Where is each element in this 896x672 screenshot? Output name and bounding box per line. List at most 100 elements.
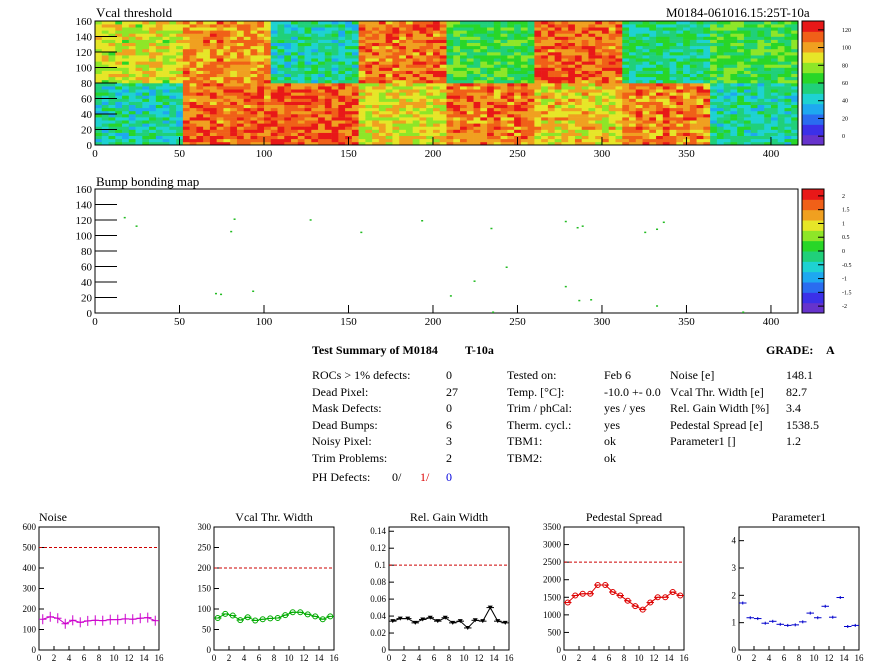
- heatmap-cell: [473, 120, 481, 124]
- summary-left-value: 3: [446, 434, 452, 448]
- heatmap-cell: [615, 36, 623, 40]
- heatmap-cell: [500, 101, 508, 105]
- heatmap-cell: [412, 55, 420, 59]
- heatmap-cell: [710, 33, 718, 37]
- heatmap-cell: [574, 114, 582, 118]
- heatmap-cell: [629, 123, 637, 127]
- heatmap-cell: [358, 95, 366, 99]
- ph-defects-value-1: 1/: [420, 470, 430, 484]
- heatmap-cell: [615, 21, 623, 25]
- heatmap-palette-band: [802, 52, 824, 63]
- small-chart-ytick-label: 2000: [543, 575, 562, 585]
- heatmap-cell: [656, 92, 664, 96]
- heatmap-cell: [608, 42, 616, 47]
- small-chart-point: [327, 613, 334, 620]
- heatmap-cell: [716, 61, 724, 65]
- heatmap-cell: [291, 73, 299, 78]
- heatmap-cell: [541, 73, 549, 78]
- heatmap-cell: [676, 76, 684, 81]
- heatmap-cell: [770, 107, 779, 112]
- heatmap-cell: [730, 104, 738, 109]
- heatmap-cell: [520, 123, 528, 127]
- heatmap-cell: [547, 76, 555, 81]
- heatmap-cell: [128, 21, 136, 25]
- summary-mid-label: Trim / phCal:: [507, 401, 572, 415]
- heatmap-cell: [432, 86, 441, 90]
- heatmap-cell: [743, 107, 751, 112]
- heatmap-cell: [318, 110, 326, 115]
- heatmap-cell: [257, 126, 265, 130]
- heatmap-cell: [770, 58, 779, 62]
- heatmap-cell: [453, 107, 461, 112]
- heatmap-cell: [716, 39, 724, 43]
- heatmap-cell: [95, 61, 103, 65]
- heatmap-cell: [541, 86, 549, 90]
- heatmap-cell: [108, 123, 116, 127]
- heatmap-cell: [203, 95, 211, 99]
- heatmap-cell: [574, 89, 582, 93]
- heatmap-cell: [311, 45, 319, 50]
- heatmap-cell: [182, 79, 190, 84]
- heatmap-cell: [176, 120, 184, 124]
- heatmap-cell: [405, 135, 414, 140]
- heatmap-cell: [574, 120, 582, 124]
- heatmap-cell: [784, 42, 792, 47]
- heatmap-cell: [696, 123, 704, 127]
- heatmap-cell: [642, 138, 650, 143]
- heatmap-cell: [615, 95, 623, 99]
- heatmap-cell: [385, 107, 393, 112]
- heatmap-cell: [203, 70, 211, 74]
- heatmap-cell: [743, 73, 751, 78]
- heatmap-cell: [372, 45, 380, 50]
- heatmap-cell: [554, 39, 562, 43]
- heatmap-cell: [473, 114, 481, 118]
- heatmap-cell: [257, 58, 265, 62]
- heatmap-cell: [196, 48, 204, 53]
- heatmap-cell: [683, 101, 691, 105]
- heatmap-cell: [642, 33, 650, 37]
- heatmap-cell: [230, 92, 238, 96]
- heatmap-cell: [770, 126, 779, 130]
- heatmap-cell: [263, 135, 272, 140]
- heatmap-cell: [716, 132, 724, 136]
- heatmap-cell: [500, 64, 508, 68]
- heatmap-cell: [642, 132, 650, 136]
- heatmap-cell: [209, 132, 217, 136]
- heatmap-cell: [601, 129, 610, 133]
- bumpmap-palette-band: [802, 199, 824, 211]
- heatmap-cell: [169, 70, 177, 74]
- heatmap-cell: [500, 141, 508, 146]
- heatmap-cell: [236, 117, 245, 121]
- heatmap-cell: [656, 30, 664, 34]
- heatmap-cell: [297, 83, 305, 87]
- heatmap-cell: [703, 52, 711, 56]
- heatmap-cell: [432, 42, 441, 47]
- heatmap-cell: [392, 67, 400, 71]
- heatmap-cell: [466, 123, 474, 127]
- heatmap-cell: [683, 24, 691, 28]
- heatmap-cell: [101, 95, 109, 99]
- heatmap-palette-band: [802, 124, 824, 136]
- heatmap-cell: [595, 114, 603, 118]
- heatmap-cell: [95, 73, 103, 78]
- bumpmap-ytick-label: 0: [87, 308, 93, 320]
- heatmap-cell: [757, 24, 765, 28]
- heatmap-cell: [601, 73, 610, 78]
- heatmap-cell: [95, 58, 103, 62]
- bumpmap-palette-band: [802, 261, 824, 273]
- heatmap-cell: [243, 45, 251, 50]
- heatmap-cell: [101, 123, 109, 127]
- heatmap-cell: [493, 126, 501, 130]
- heatmap-cell: [169, 141, 177, 146]
- heatmap-cell: [250, 39, 258, 43]
- heatmap-cell: [635, 86, 643, 90]
- heatmap-cell: [385, 30, 393, 34]
- heatmap-cell: [750, 76, 758, 81]
- heatmap-cell: [662, 110, 670, 115]
- heatmap-cell: [149, 58, 157, 62]
- heatmap-cell: [230, 117, 238, 121]
- heatmap-cell: [426, 39, 434, 43]
- heatmap-cell: [236, 39, 245, 43]
- heatmap-cell: [595, 27, 603, 31]
